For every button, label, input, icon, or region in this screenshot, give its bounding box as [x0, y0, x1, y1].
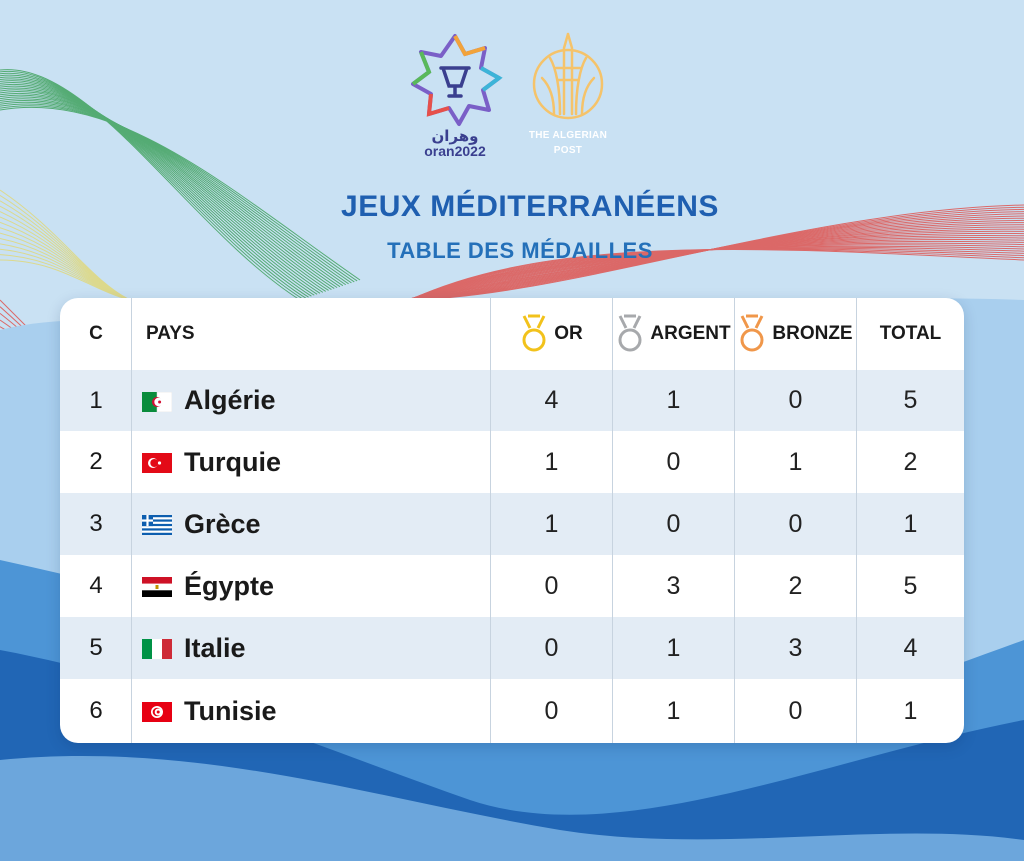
gold-count: 0 — [544, 571, 559, 600]
gold-count: 0 — [544, 633, 559, 662]
gold-medal-icon — [520, 314, 548, 354]
rank-cell: 2 — [89, 448, 103, 475]
country-cell: Tunisie — [132, 679, 490, 743]
pale-blue-wave — [0, 756, 1024, 861]
table-row: 5 Italie 0 1 3 4 — [60, 617, 964, 679]
bronze-medal-icon — [738, 314, 766, 354]
silver-count: 1 — [666, 386, 681, 414]
egypt-flag-icon — [142, 576, 172, 597]
total-count: 2 — [903, 447, 918, 476]
page-subtitle: TABLE DES MÉDAILLES — [387, 238, 653, 263]
algerian-post-text: THE ALGERIAN POST — [528, 130, 608, 156]
oran-2022-logo: وهران oran2022 — [405, 30, 505, 165]
table-row: 1 Algérie 4 1 0 5 — [60, 370, 964, 431]
algeria-flag-icon — [142, 391, 173, 412]
rank-cell: 4 — [89, 572, 103, 599]
total-count: 5 — [903, 571, 918, 600]
bronze-count: 0 — [788, 509, 803, 538]
gold-count: 0 — [544, 696, 559, 725]
silver-medal-icon — [616, 314, 644, 354]
country-name: Tunisie — [184, 695, 277, 726]
country-name: Italie — [184, 632, 246, 663]
gold-header: OR — [491, 298, 612, 370]
silver-header-label: ARGENT — [650, 323, 731, 344]
country-name: Algérie — [184, 385, 276, 415]
martyrs-memorial-icon — [532, 32, 604, 120]
country-cell: Italie — [132, 617, 490, 679]
tunisia-flag-icon — [142, 701, 172, 722]
green-wave-lines — [0, 69, 361, 301]
yellow-wave-lines — [0, 189, 131, 301]
oran-star-icon — [411, 34, 503, 126]
turkey-flag-icon — [142, 452, 172, 473]
column-divider — [612, 298, 613, 743]
algerian-post-logo: THE ALGERIAN POST — [520, 28, 616, 163]
table-row: 3 Grèce 1 0 0 1 — [60, 493, 964, 555]
country-cell: Égypte — [132, 555, 490, 617]
oran-latin-text: oran2022 — [424, 143, 486, 159]
italy-flag-icon — [142, 638, 172, 659]
silver-count: 1 — [666, 696, 681, 725]
country-cell: Turquie — [132, 431, 490, 493]
medal-table: C PAYS OR ARGENT BRONZE TOTAL 1 Algérie 4 1… — [60, 298, 964, 743]
country-header: PAYS — [146, 323, 195, 344]
greece-flag-icon — [142, 514, 172, 535]
gold-count: 1 — [544, 447, 559, 476]
total-header: TOTAL — [879, 323, 942, 344]
table-row: 6 Tunisie 0 1 0 1 — [60, 679, 964, 743]
silver-header: ARGENT — [613, 298, 734, 370]
column-divider — [131, 298, 132, 743]
bronze-count: 0 — [788, 386, 803, 414]
bronze-count: 1 — [788, 447, 803, 476]
bronze-header: BRONZE — [735, 298, 856, 370]
table-row: 4 Égypte 0 3 2 5 — [60, 555, 964, 617]
gold-header-label: OR — [554, 323, 583, 344]
column-divider — [490, 298, 491, 743]
column-divider — [856, 298, 857, 743]
rank-cell: 5 — [89, 634, 103, 661]
rank-cell: 3 — [89, 510, 103, 537]
silver-count: 3 — [666, 571, 681, 600]
gold-count: 1 — [544, 509, 559, 538]
country-cell: Grèce — [132, 493, 490, 555]
country-cell: Algérie — [132, 370, 490, 431]
total-count: 4 — [903, 633, 918, 662]
silver-count: 0 — [666, 447, 681, 476]
rank-cell: 6 — [89, 697, 103, 724]
silver-count: 0 — [666, 509, 681, 538]
total-count: 5 — [903, 386, 918, 414]
bronze-count: 2 — [788, 571, 803, 600]
silver-count: 1 — [666, 633, 681, 662]
rank-cell: 1 — [89, 386, 103, 414]
bronze-count: 3 — [788, 633, 803, 662]
country-name: Grèce — [184, 508, 261, 539]
column-divider — [734, 298, 735, 743]
bronze-count: 0 — [788, 696, 803, 725]
table-header-row: C PAYS OR ARGENT BRONZE TOTAL — [60, 298, 964, 370]
country-name: Turquie — [184, 446, 281, 477]
rank-header: C — [89, 323, 103, 344]
total-count: 1 — [903, 509, 918, 538]
gold-count: 4 — [544, 386, 559, 414]
page-title: JEUX MÉDITERRANÉENS — [341, 190, 719, 223]
total-count: 1 — [903, 696, 918, 725]
bronze-header-label: BRONZE — [772, 323, 853, 344]
country-name: Égypte — [184, 570, 275, 601]
oran-arabic-text: وهران — [431, 128, 479, 145]
table-row: 2 Turquie 1 0 1 2 — [60, 431, 964, 493]
